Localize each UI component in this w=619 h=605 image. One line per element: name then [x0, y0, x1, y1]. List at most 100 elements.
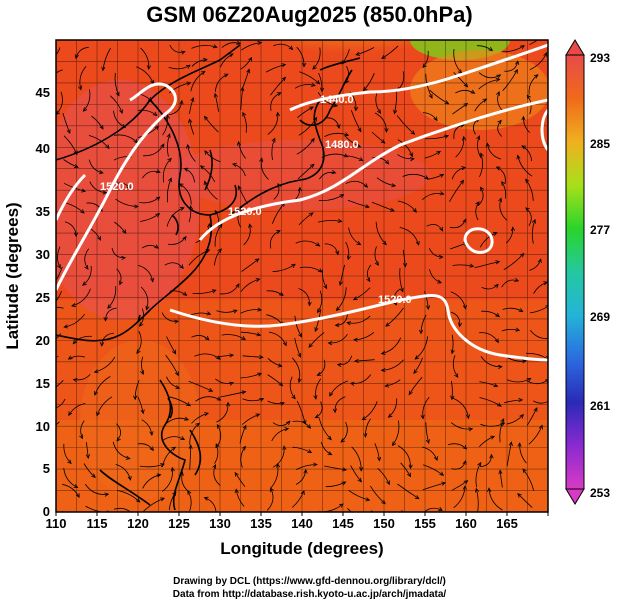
streamline	[240, 446, 246, 468]
streamline-arrowhead	[414, 355, 420, 360]
streamline-arrowhead	[439, 174, 445, 178]
streamline-arrowhead	[526, 94, 531, 100]
streamline-arrowhead	[489, 453, 494, 459]
streamline-arrowhead	[357, 127, 362, 133]
streamline-arrowhead	[517, 442, 522, 447]
streamline-arrowhead	[121, 255, 127, 261]
streamline	[114, 72, 120, 96]
streamline	[214, 210, 220, 228]
streamline	[402, 173, 429, 180]
streamline-arrowhead	[381, 54, 386, 60]
streamline	[169, 82, 191, 94]
streamline-arrowhead	[256, 332, 262, 337]
streamline	[114, 182, 131, 190]
streamline	[328, 333, 348, 344]
streamline-arrowhead	[182, 291, 188, 296]
streamline	[189, 445, 192, 470]
streamline-arrowhead	[203, 115, 209, 121]
streamline	[480, 422, 505, 427]
streamline-arrowhead	[516, 154, 521, 160]
streamline	[85, 505, 107, 512]
streamline-arrowhead	[517, 493, 522, 498]
streamline-arrowhead	[545, 305, 548, 309]
colorbar-tick: 277	[590, 223, 610, 237]
streamline-arrowhead	[444, 100, 450, 105]
streamline	[388, 398, 398, 418]
streamline-arrowhead	[380, 368, 386, 373]
streamline-arrowhead	[41, 310, 45, 314]
streamline	[219, 53, 234, 68]
streamline-arrowhead	[409, 152, 414, 158]
streamline	[235, 489, 245, 507]
streamline	[317, 92, 338, 107]
streamline	[204, 150, 221, 163]
streamline	[187, 144, 196, 162]
streamline	[214, 73, 229, 92]
height-contours	[56, 43, 548, 362]
streamline-arrowhead	[303, 468, 308, 474]
streamline	[397, 154, 414, 160]
streamline	[451, 460, 467, 470]
streamline-arrowhead	[495, 90, 500, 96]
streamline	[317, 290, 323, 313]
streamline-arrowhead	[454, 373, 459, 378]
streamline	[265, 64, 286, 73]
streamline-arrowhead	[519, 413, 524, 419]
streamline	[213, 464, 221, 486]
streamline-arrowhead	[297, 186, 303, 192]
streamline	[504, 61, 519, 72]
streamline-arrowhead	[463, 480, 469, 485]
streamline-arrowhead	[438, 506, 443, 511]
streamline-arrowhead	[203, 57, 208, 62]
streamline-arrowhead	[145, 305, 150, 311]
streamline	[339, 264, 345, 286]
streamline-arrowhead	[352, 296, 358, 301]
streamline	[345, 241, 350, 260]
streamline	[169, 396, 191, 407]
streamline-arrowhead	[380, 350, 386, 355]
streamline	[68, 355, 86, 360]
streamline-arrowhead	[450, 395, 455, 401]
streamline	[529, 329, 548, 339]
streamline-arrowhead	[270, 487, 275, 493]
streamline-arrowhead	[44, 438, 47, 442]
streamline	[141, 245, 159, 249]
x-tick-label: 155	[414, 516, 436, 531]
streamline	[502, 69, 518, 91]
streamline-arrowhead	[97, 236, 102, 241]
streamline-arrowhead	[543, 52, 548, 57]
streamline	[137, 396, 144, 414]
streamline-arrowhead	[495, 312, 500, 318]
streamline	[161, 436, 185, 442]
streamline	[273, 43, 293, 50]
streamline	[344, 135, 361, 148]
streamline	[374, 112, 387, 133]
streamline	[113, 134, 138, 144]
streamline	[137, 443, 154, 451]
streamline	[479, 332, 499, 343]
streamline	[422, 112, 438, 121]
streamline-arrowhead	[121, 124, 127, 128]
streamline-arrowhead	[343, 153, 349, 158]
y-tick-label: 5	[43, 461, 50, 476]
streamline-arrowhead	[433, 456, 438, 462]
streamline	[528, 74, 539, 95]
streamline-arrowhead	[362, 86, 368, 92]
streamline	[116, 423, 121, 442]
streamline-arrowhead	[68, 411, 73, 417]
streamline	[83, 89, 91, 112]
streamline-arrowhead	[357, 477, 362, 483]
streamline-arrowhead	[73, 484, 79, 488]
streamline-arrowhead	[172, 349, 177, 355]
streamline	[522, 468, 535, 491]
streamline-arrowhead	[548, 337, 552, 340]
streamline	[451, 334, 454, 354]
streamline	[57, 246, 61, 269]
streamline	[475, 488, 479, 512]
streamline-arrowhead	[522, 468, 527, 474]
streamline-arrowhead	[316, 371, 322, 376]
streamline	[169, 44, 186, 53]
streamline	[324, 243, 339, 255]
contour-label: 1520.0	[100, 181, 134, 193]
streamline-arrowhead	[276, 462, 281, 468]
